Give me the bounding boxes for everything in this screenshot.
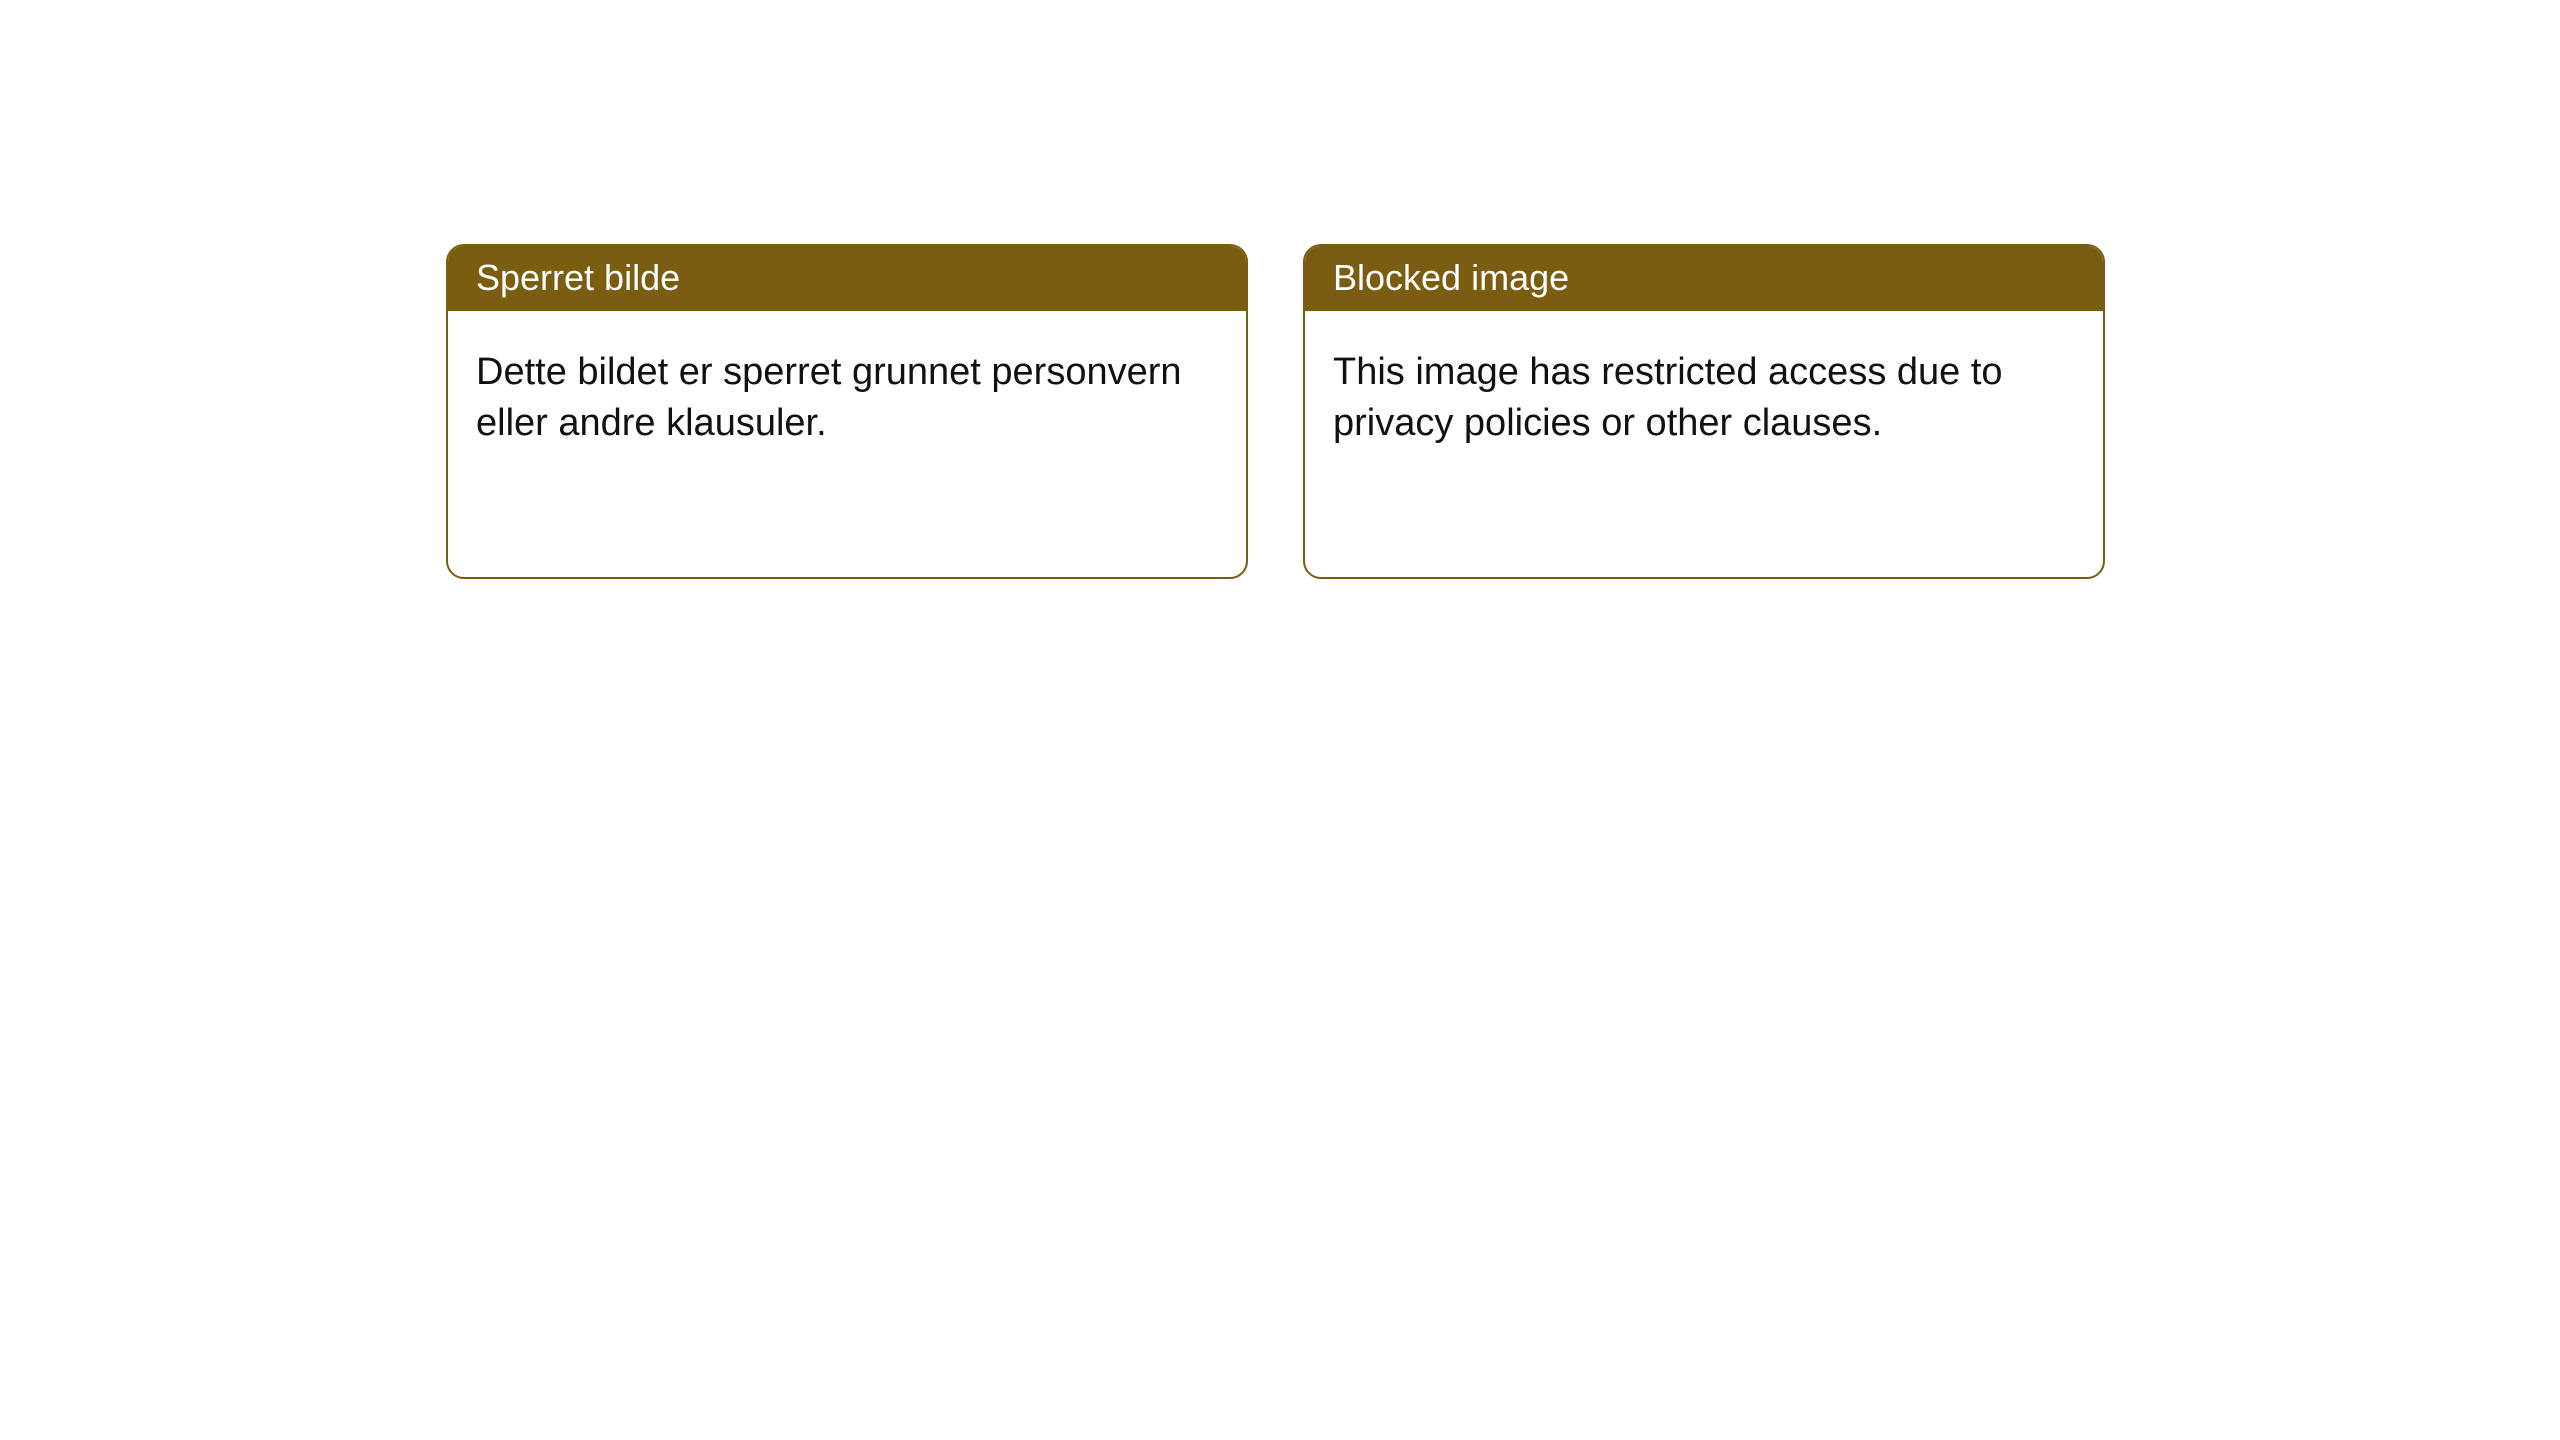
notice-container: Sperret bilde Dette bildet er sperret gr… [0,0,2560,579]
notice-card-english: Blocked image This image has restricted … [1303,244,2105,579]
notice-card-norwegian: Sperret bilde Dette bildet er sperret gr… [446,244,1248,579]
notice-header: Sperret bilde [448,246,1246,311]
notice-header: Blocked image [1305,246,2103,311]
notice-body: This image has restricted access due to … [1305,311,2103,478]
notice-body: Dette bildet er sperret grunnet personve… [448,311,1246,478]
